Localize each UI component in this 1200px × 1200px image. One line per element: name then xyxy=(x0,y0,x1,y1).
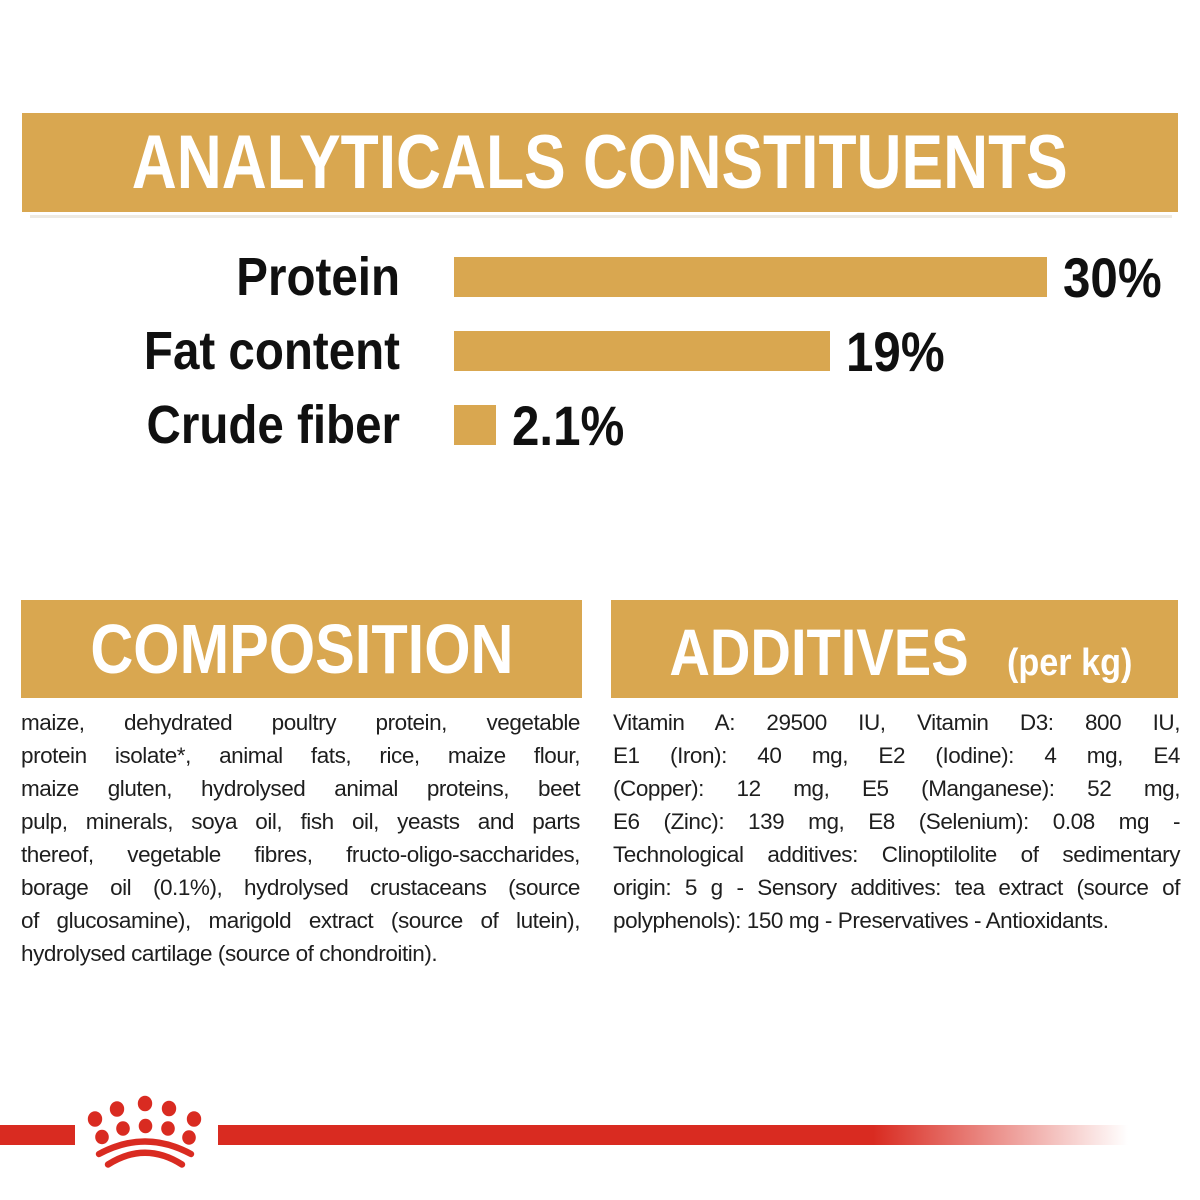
additives-heading-group: ADDITIVES (per kg) xyxy=(611,600,1178,698)
body-line: (Copper): 12 mg, E5 (Manganese): 52 mg, xyxy=(613,776,1180,801)
chart-value-label: 19% xyxy=(846,319,945,383)
crown-paw-dots xyxy=(87,1095,202,1145)
nutrition-bar-chart: Protein 30% Fat content 19% Crude fiber 2.1% xyxy=(0,240,1200,462)
body-line: maize, dehydrated poultry protein, veget… xyxy=(21,710,580,735)
brand-band-right xyxy=(218,1125,1128,1145)
chart-bar xyxy=(454,331,830,371)
body-line: thereof, vegetable fibres, fructo-oligo-… xyxy=(21,842,580,867)
body-line: of glucosamine), marigold extract (sourc… xyxy=(21,908,580,933)
body-line: origin: 5 g - Sensory additives: tea ext… xyxy=(613,875,1180,900)
chart-row: Fat content 19% xyxy=(0,314,1200,388)
body-line: Technological additives: Clinoptilolite … xyxy=(613,842,1180,867)
chart-bar xyxy=(454,257,1047,297)
body-line: pulp, minerals, soya oil, fish oil, yeas… xyxy=(21,809,580,834)
chart-category-label: Protein xyxy=(236,247,400,307)
body-line: Vitamin A: 29500 IU, Vitamin D3: 800 IU, xyxy=(613,710,1180,735)
chart-value-label: 2.1% xyxy=(512,393,625,457)
additives-heading: ADDITIVES xyxy=(669,615,969,689)
chart-row: Protein 30% xyxy=(0,240,1200,314)
additives-heading-suffix: (per kg) xyxy=(1006,642,1133,684)
body-line: polyphenols): 150 mg - Preservatives - A… xyxy=(613,908,1109,933)
brand-band-left xyxy=(0,1125,75,1145)
additives-body: Vitamin A: 29500 IU, Vitamin D3: 800 IU,… xyxy=(613,706,1180,937)
additives-heading-box: ADDITIVES (per kg) xyxy=(611,600,1178,698)
analyticals-banner-title: ANALYTICALS CONSTITUENTS xyxy=(131,120,1068,205)
chart-row: Crude fiber 2.1% xyxy=(0,388,1200,462)
chart-value-label: 30% xyxy=(1063,245,1162,309)
body-line: hydrolysed cartilage (source of chondroi… xyxy=(21,941,438,966)
body-line: protein isolate*, animal fats, rice, mai… xyxy=(21,743,580,768)
body-line: E6 (Zinc): 139 mg, E8 (Selenium): 0.08 m… xyxy=(613,809,1180,834)
crown-paw-arcs xyxy=(95,1138,195,1168)
chart-bar xyxy=(454,405,496,445)
banner-shadow-line xyxy=(30,215,1172,218)
body-line: E1 (Iron): 40 mg, E2 (Iodine): 4 mg, E4 xyxy=(613,743,1180,768)
composition-heading-box: COMPOSITION xyxy=(21,600,582,698)
chart-category-label: Fat content xyxy=(143,321,401,381)
chart-category-label: Crude fiber xyxy=(146,395,400,455)
analyticals-banner: ANALYTICALS CONSTITUENTS xyxy=(22,113,1178,212)
body-line: borage oil (0.1%), hydrolysed crustacean… xyxy=(21,875,580,900)
composition-heading: COMPOSITION xyxy=(89,610,514,688)
composition-body: maize, dehydrated poultry protein, veget… xyxy=(21,706,580,970)
royal-canin-crown-logo xyxy=(87,1095,202,1168)
body-line: maize gluten, hydrolysed animal proteins… xyxy=(21,776,580,801)
